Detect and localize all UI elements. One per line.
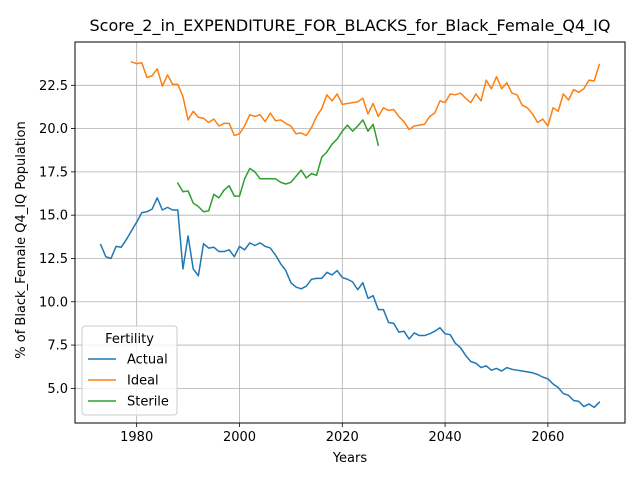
- y-tick-label: 10.0: [39, 295, 68, 310]
- series-line-sterile: [176, 119, 380, 213]
- legend-label-sterile: Sterile: [127, 395, 169, 410]
- y-tick-label: 20.0: [39, 122, 68, 137]
- legend-entries: Actual Ideal Sterile: [88, 353, 169, 410]
- series-line-actual: [99, 197, 601, 409]
- chart-title: Score_2_in_EXPENDITURE_FOR_BLACKS_for_Bl…: [89, 16, 610, 36]
- y-tick-label: 5.0: [47, 382, 68, 397]
- y-tick-label: 17.5: [39, 165, 68, 180]
- x-tick-label: 2000: [223, 430, 256, 445]
- legend-title: Fertility: [105, 332, 154, 347]
- legend: Fertility Actual Ideal Sterile: [81, 325, 178, 416]
- y-axis-label: % of Black_Female Q4_IQ Population: [14, 121, 29, 358]
- x-tick-label: 1980: [120, 430, 153, 445]
- legend-label-ideal: Ideal: [127, 374, 159, 389]
- plot-frame: [74, 41, 626, 424]
- x-axis-label: Years: [332, 451, 368, 466]
- grid: [75, 42, 625, 423]
- y-axis-ticks: 5.0 7.5 10.0 12.5 15.0 17.5 20.0 22.5: [39, 79, 75, 397]
- series-line-ideal: [130, 60, 601, 137]
- x-tick-label: 2040: [429, 430, 462, 445]
- y-tick-label: 22.5: [39, 79, 68, 94]
- legend-box: [81, 325, 178, 416]
- x-tick-label: 2060: [531, 430, 564, 445]
- y-tick-label: 7.5: [47, 339, 68, 354]
- x-tick-label: 2020: [326, 430, 359, 445]
- x-axis-ticks: 1980 2000 2020 2040 2060: [120, 423, 564, 445]
- y-tick-label: 12.5: [39, 252, 68, 267]
- legend-label-actual: Actual: [127, 353, 168, 368]
- y-tick-label: 15.0: [39, 209, 68, 224]
- series-lines: [99, 60, 601, 409]
